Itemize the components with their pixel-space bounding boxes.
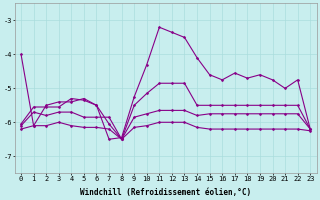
X-axis label: Windchill (Refroidissement éolien,°C): Windchill (Refroidissement éolien,°C) (80, 188, 251, 197)
